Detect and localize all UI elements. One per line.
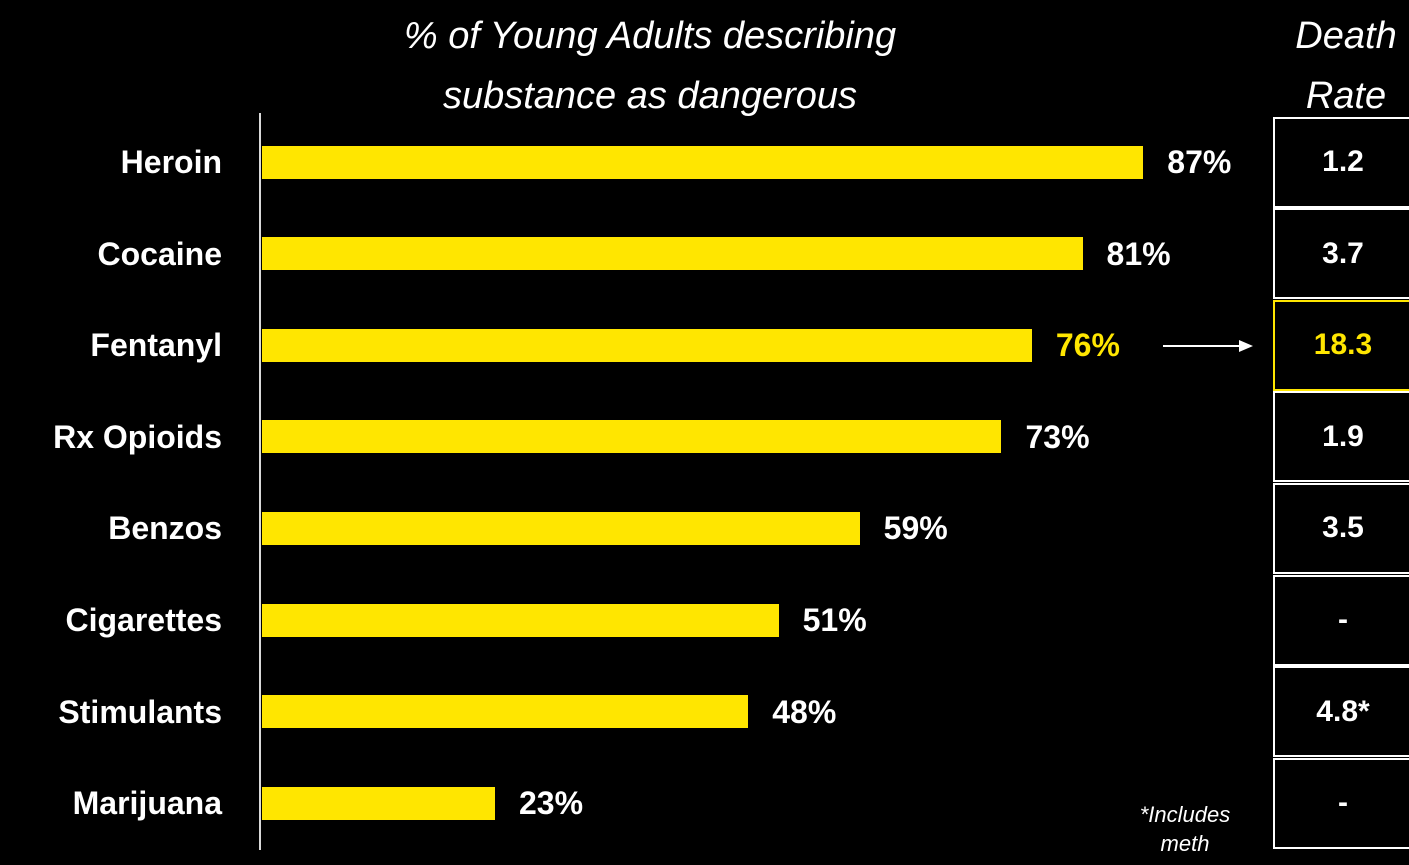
bar-benzos <box>262 511 860 545</box>
value-label-benzos: 59% <box>883 510 948 547</box>
bar-heroin <box>262 145 1144 179</box>
death-rate-cell-cigarettes: - <box>1273 574 1409 666</box>
death-rate-cell-benzos: 3.5 <box>1273 482 1409 574</box>
death-rate-cell-stimulants: 4.8* <box>1273 666 1409 758</box>
category-axis-line <box>259 113 261 850</box>
highlight-arrow-icon <box>1163 340 1253 352</box>
footnote: *Includes meth <box>1110 800 1260 858</box>
value-label-rx-opioids: 73% <box>1025 418 1090 455</box>
category-label-stimulants: Stimulants <box>58 693 222 730</box>
category-label-cigarettes: Cigarettes <box>65 602 223 638</box>
footnote-line2: meth <box>1160 831 1210 856</box>
death-rate-cell-fentanyl: 18.3 <box>1273 299 1409 391</box>
death-rate-cell-heroin: 1.2 <box>1273 116 1409 208</box>
death-rate-header: Death Rate <box>1262 6 1409 126</box>
category-label-marijuana: Marijuana <box>72 785 222 822</box>
value-label-cigarettes: 51% <box>802 602 867 638</box>
bar-cigarettes <box>262 603 779 637</box>
chart-title: % of Young Adults describing substance a… <box>290 6 1010 126</box>
chart-title-line2: substance as dangerous <box>442 75 858 117</box>
category-label-cocaine: Cocaine <box>97 235 222 272</box>
category-label-rx-opioids: Rx Opioids <box>53 418 222 455</box>
category-label-heroin: Heroin <box>120 144 222 180</box>
category-label-benzos: Benzos <box>108 510 222 547</box>
bar-marijuana <box>262 786 495 820</box>
death-rate-cell-rx-opioids: 1.9 <box>1273 391 1409 483</box>
value-label-fentanyl: 76% <box>1055 327 1120 364</box>
chart-title-line1: % of Young Adults describing <box>403 15 897 57</box>
death-rate-header-line1: Death <box>1295 15 1397 57</box>
value-label-marijuana: 23% <box>518 785 584 822</box>
value-label-stimulants: 48% <box>772 693 837 730</box>
bar-rx-opioids <box>262 420 1002 454</box>
category-label-fentanyl: Fentanyl <box>90 327 222 364</box>
value-label-cocaine: 81% <box>1106 235 1171 272</box>
death-rate-cell-marijuana: - <box>1273 757 1409 849</box>
bar-cocaine <box>262 237 1083 271</box>
bar-fentanyl <box>262 328 1032 362</box>
footnote-line1: *Includes <box>1139 802 1231 827</box>
bar-stimulants <box>262 695 749 729</box>
value-label-heroin: 87% <box>1167 144 1232 180</box>
death-rate-cell-cocaine: 3.7 <box>1273 208 1409 300</box>
death-rate-header-line2: Rate <box>1305 75 1387 117</box>
